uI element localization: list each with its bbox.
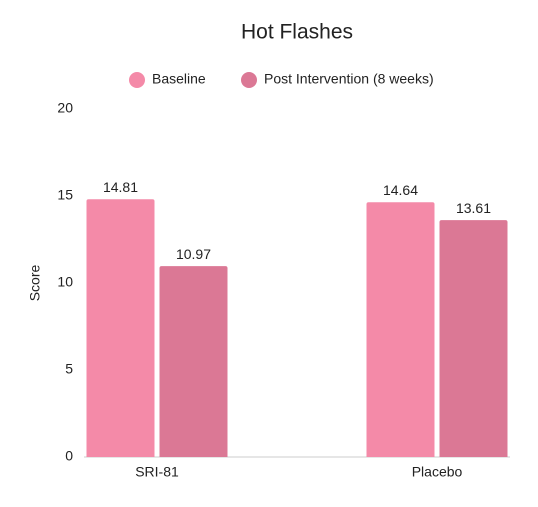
y-tick-label: 0 (65, 448, 73, 464)
value-label: 10.97 (176, 246, 211, 262)
value-label: 14.81 (103, 179, 138, 195)
y-tick-label: 15 (57, 187, 73, 203)
legend-label: Baseline (152, 71, 206, 87)
y-tick-label: 20 (57, 100, 73, 116)
legend-swatch (241, 72, 257, 88)
chart-title: Hot Flashes (241, 21, 353, 44)
bar (439, 220, 508, 457)
bar (366, 202, 435, 457)
y-tick-label: 5 (65, 361, 73, 377)
value-label: 13.61 (456, 200, 491, 216)
x-tick-label: SRI-81 (135, 464, 179, 480)
y-tick-label: 10 (57, 274, 73, 290)
legend-label: Post Intervention (8 weeks) (264, 71, 434, 87)
x-tick-label: Placebo (412, 464, 463, 480)
value-label: 14.64 (383, 182, 418, 198)
legend-swatch (129, 72, 145, 88)
bar (86, 199, 155, 457)
y-axis-label: Score (27, 265, 43, 302)
bar (159, 266, 228, 457)
